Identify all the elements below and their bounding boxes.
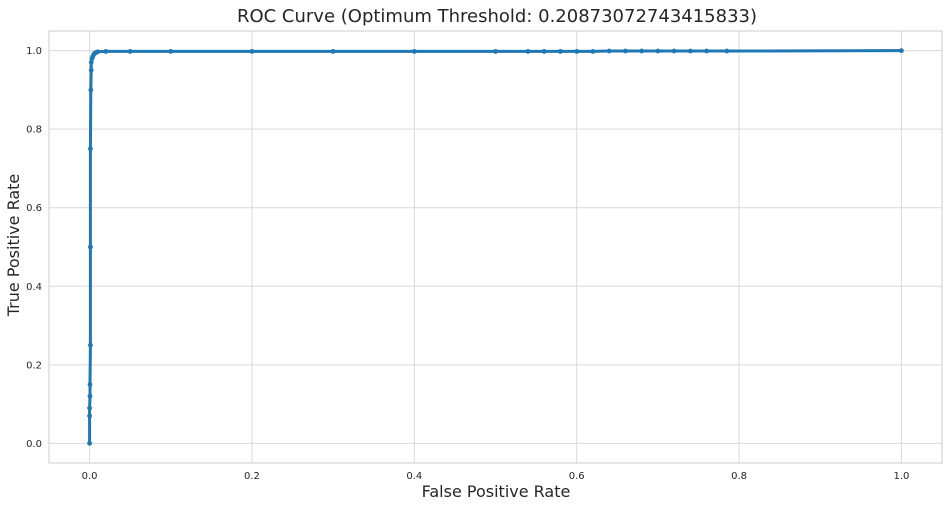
x-tick-label: 0.4 — [406, 471, 422, 482]
roc-point — [330, 49, 336, 54]
x-axis-label: False Positive Rate — [422, 482, 571, 501]
roc-point — [88, 146, 93, 152]
roc-point — [606, 48, 612, 54]
roc-point — [168, 49, 174, 54]
roc-point — [411, 49, 417, 54]
x-tick-label: 1.0 — [893, 471, 909, 482]
roc-point — [88, 87, 94, 93]
roc-point — [541, 49, 547, 54]
roc-point — [590, 49, 596, 54]
roc-point — [103, 49, 109, 54]
roc-point — [639, 48, 645, 54]
x-tick-label: 0.0 — [82, 471, 98, 482]
roc-point — [724, 48, 730, 54]
plot-background — [49, 31, 942, 463]
roc-point — [525, 49, 531, 54]
roc-point — [558, 49, 563, 54]
y-tick-label: 0.2 — [26, 360, 42, 371]
y-tick-label: 0.4 — [26, 282, 42, 293]
x-tick-label: 0.2 — [244, 471, 260, 482]
roc-point — [493, 49, 498, 54]
roc-point — [87, 382, 93, 387]
roc-point — [687, 48, 693, 54]
roc-point — [655, 48, 661, 54]
roc-point — [899, 48, 904, 54]
x-tick-label: 0.6 — [569, 471, 585, 482]
roc-point — [127, 49, 133, 54]
y-tick-label: 0.0 — [26, 439, 42, 450]
roc-point — [249, 49, 255, 54]
roc-point — [87, 440, 92, 446]
x-tick-label: 0.8 — [731, 471, 747, 482]
roc-point — [622, 48, 628, 54]
roc-point — [95, 49, 101, 55]
y-axis-label: True Positive Rate — [4, 174, 23, 318]
roc-point — [88, 67, 94, 73]
roc-point — [87, 393, 93, 399]
roc-point — [671, 48, 677, 54]
plot-area: 0.0 0.2 0.4 0.6 0.8 1.0 0.0 0.2 0.4 0.6 0.8 1.0 — [26, 30, 943, 482]
roc-point — [88, 244, 93, 250]
chart-title: ROC Curve (Optimum Threshold: 0.20873072… — [237, 6, 757, 27]
roc-point — [87, 405, 92, 411]
y-tick-label: 1.0 — [26, 46, 42, 57]
y-tick-label: 0.6 — [26, 203, 42, 214]
roc-point — [88, 60, 94, 65]
roc-point — [574, 49, 580, 54]
y-tick-label: 0.8 — [26, 125, 42, 136]
roc-point — [88, 342, 93, 348]
roc-point — [704, 48, 709, 54]
roc-curve-line — [88, 49, 903, 445]
roc-point — [87, 413, 92, 419]
axes-frame — [48, 30, 943, 464]
